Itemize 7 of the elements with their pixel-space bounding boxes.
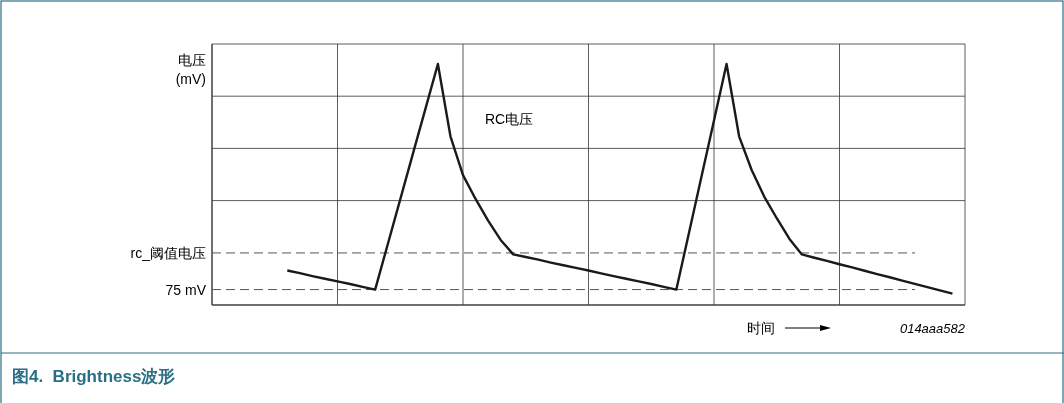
text: 图4. Brightness波形 [12, 367, 176, 386]
annotation: RC电压 [485, 111, 534, 127]
ref-line-label: rc_阈值电压 [130, 244, 206, 261]
ref-line-label: 75 mV [165, 281, 207, 298]
text: 014aaa582 [899, 321, 966, 336]
y-axis-title: 电压 (mV) [175, 52, 206, 87]
x-axis-title: 时间 [747, 320, 775, 336]
